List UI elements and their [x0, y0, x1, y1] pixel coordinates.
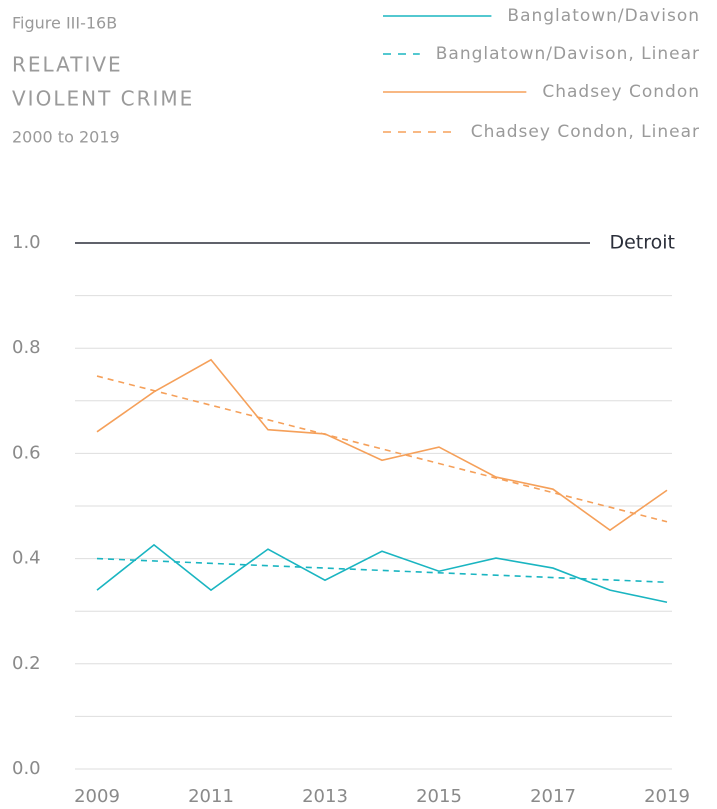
legend-label: Banglatown/Davison, Linear	[436, 44, 700, 64]
x-tick-label: 2013	[302, 786, 348, 807]
y-tick-label: 0.4	[12, 548, 41, 569]
series-line	[96, 557, 668, 584]
chart-subtitle: 2000 to 2019	[12, 128, 120, 147]
series-line	[96, 358, 668, 532]
y-tick-label: 0.6	[12, 442, 41, 463]
figure-label: Figure III-16B	[12, 14, 117, 33]
series-line	[96, 543, 668, 604]
y-tick-label: 0.2	[12, 653, 41, 674]
x-tick-label: 2011	[188, 786, 234, 807]
x-tick-label: 2017	[530, 786, 576, 807]
chart-title: RELATIVE	[12, 53, 123, 77]
x-tick-label: 2019	[644, 786, 690, 807]
y-tick-label: 1.0	[12, 232, 41, 253]
x-tick-label: 2009	[74, 786, 120, 807]
x-tick-label: 2015	[416, 786, 462, 807]
y-tick-label: 0.8	[12, 337, 41, 358]
legend-label: Chadsey Condon, Linear	[471, 122, 700, 142]
series-line	[96, 375, 668, 523]
y-tick-label: 0.0	[12, 758, 41, 779]
legend-label: Chadsey Condon	[542, 82, 700, 102]
reference-label: Detroit	[609, 232, 675, 254]
legend-label: Banglatown/Davison	[507, 6, 700, 26]
chart-title: VIOLENT CRIME	[12, 87, 194, 111]
